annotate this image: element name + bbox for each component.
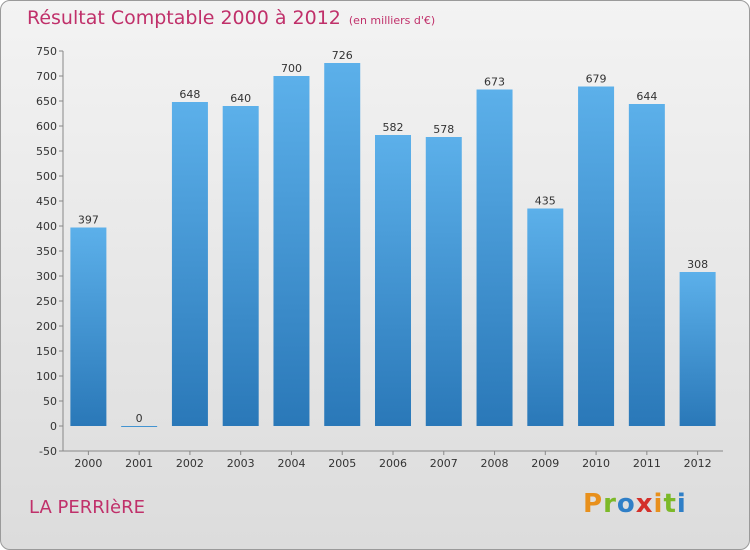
x-tick-label: 2001 — [125, 457, 153, 470]
y-tick-label: 650 — [36, 95, 57, 108]
bar — [121, 426, 158, 427]
data-label: 397 — [78, 214, 99, 227]
logo-letter: i — [676, 489, 687, 519]
data-label: 648 — [179, 88, 200, 101]
y-tick-label: 100 — [36, 370, 57, 383]
data-label: 308 — [687, 258, 708, 271]
data-label: 582 — [383, 121, 404, 134]
logo-letter: t — [663, 489, 677, 519]
logo-letter: x — [635, 489, 654, 519]
data-label: 644 — [636, 90, 657, 103]
y-tick-label: 750 — [36, 45, 57, 58]
proxiti-logo: Proxiti — [583, 489, 687, 519]
y-tick-label: 550 — [36, 145, 57, 158]
y-tick-label: 0 — [50, 420, 57, 433]
x-tick-label: 2010 — [582, 457, 610, 470]
y-tick-label: -50 — [39, 445, 57, 458]
y-tick-label: 700 — [36, 70, 57, 83]
x-tick-label: 2000 — [74, 457, 102, 470]
logo-letter: o — [616, 489, 636, 519]
bar — [222, 106, 259, 426]
x-tick-label: 2006 — [379, 457, 407, 470]
y-tick-label: 50 — [43, 395, 57, 408]
y-tick-label: 300 — [36, 270, 57, 283]
data-label: 578 — [433, 123, 454, 136]
bar — [425, 137, 462, 426]
x-tick-label: 2012 — [684, 457, 712, 470]
y-tick-label: 350 — [36, 245, 57, 258]
x-tick-label: 2003 — [227, 457, 255, 470]
bar — [70, 227, 107, 426]
bar — [679, 272, 716, 426]
chart-title: Résultat Comptable 2000 à 2012 — [27, 7, 341, 29]
chart-title-block: Résultat Comptable 2000 à 2012 (en millie… — [27, 7, 435, 29]
y-tick-label: 150 — [36, 345, 57, 358]
data-label: 640 — [230, 92, 251, 105]
data-label: 726 — [332, 49, 353, 62]
x-tick-label: 2008 — [481, 457, 509, 470]
x-tick-label: 2007 — [430, 457, 458, 470]
logo-letter: r — [603, 489, 617, 519]
data-label: 435 — [535, 195, 556, 208]
bar — [628, 104, 665, 426]
y-tick-label: 250 — [36, 295, 57, 308]
y-tick-label: 600 — [36, 120, 57, 133]
y-tick-label: 400 — [36, 220, 57, 233]
bar — [578, 86, 615, 426]
x-tick-label: 2011 — [633, 457, 661, 470]
data-label: 679 — [586, 73, 607, 86]
place-name: LA PERRIèRE — [29, 497, 145, 518]
x-tick-label: 2004 — [277, 457, 305, 470]
logo-letter: P — [583, 489, 604, 519]
x-tick-label: 2002 — [176, 457, 204, 470]
y-tick-label: 200 — [36, 320, 57, 333]
bar — [476, 89, 513, 426]
x-tick-label: 2009 — [531, 457, 559, 470]
logo-letter: i — [653, 489, 664, 519]
chart-subtitle: (en milliers d'€) — [348, 14, 436, 27]
bar — [375, 135, 411, 426]
bar — [171, 102, 208, 426]
y-tick-label: 450 — [36, 195, 57, 208]
data-label: 0 — [136, 412, 143, 425]
x-tick-label: 2005 — [328, 457, 356, 470]
bar — [324, 63, 361, 426]
bar — [273, 76, 310, 426]
bar — [527, 208, 564, 426]
data-label: 673 — [484, 76, 505, 89]
y-tick-label: 500 — [36, 170, 57, 183]
data-label: 700 — [281, 62, 302, 75]
